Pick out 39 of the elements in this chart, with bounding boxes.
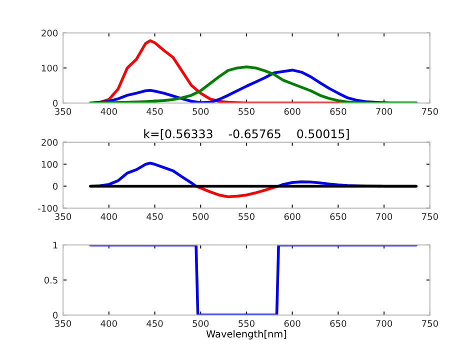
x-tick-label: 700 (376, 320, 392, 327)
x-tick-label: 650 (330, 213, 346, 220)
y-tick-label: 200 (42, 139, 58, 146)
x-tick-label: 550 (238, 320, 254, 327)
y-tick-label: 100 (42, 160, 58, 168)
x-tick-label: 750 (422, 320, 438, 327)
x-axis-title: Wavelength[nm] (206, 330, 286, 340)
x-tick-label: 500 (192, 108, 209, 115)
x-tick-label: 550 (238, 213, 254, 220)
y-tick-label: 1 (53, 242, 58, 248)
x-tick-label: 450 (146, 108, 163, 115)
x-tick-label: 350 (55, 213, 72, 220)
x-tick-label: 750 (422, 213, 438, 220)
x-tick-label: 600 (284, 108, 300, 115)
x-tick-label: 400 (100, 213, 117, 220)
x-tick-label: 400 (100, 108, 117, 115)
y-tick-label: 0.5 (44, 276, 58, 284)
x-tick-label: 400 (100, 320, 117, 327)
y-tick-label: 0 (53, 182, 58, 190)
y-tick-label: -100 (38, 204, 58, 212)
y-tick-label: 0 (53, 100, 58, 107)
x-tick-label: 500 (192, 320, 209, 327)
y-tick-label: 100 (42, 64, 58, 72)
x-tick-label: 500 (192, 213, 209, 220)
y-tick-label: 200 (42, 30, 58, 36)
x-tick-label: 550 (238, 108, 254, 115)
x-tick-label: 650 (330, 108, 346, 115)
x-tick-label: 450 (146, 320, 163, 327)
x-tick-label: 650 (330, 320, 346, 327)
x-tick-label: 450 (146, 213, 163, 220)
chart-title: k=[0.56333 -0.65765 0.50015] (144, 129, 349, 140)
x-tick-label: 600 (284, 213, 300, 220)
x-tick-label: 750 (422, 108, 438, 115)
y-tick-label: 0 (53, 312, 58, 319)
x-tick-label: 350 (55, 320, 72, 327)
x-tick-label: 700 (376, 213, 392, 220)
x-tick-label: 700 (376, 108, 392, 115)
x-tick-label: 350 (55, 108, 72, 115)
x-tick-label: 600 (284, 320, 300, 327)
